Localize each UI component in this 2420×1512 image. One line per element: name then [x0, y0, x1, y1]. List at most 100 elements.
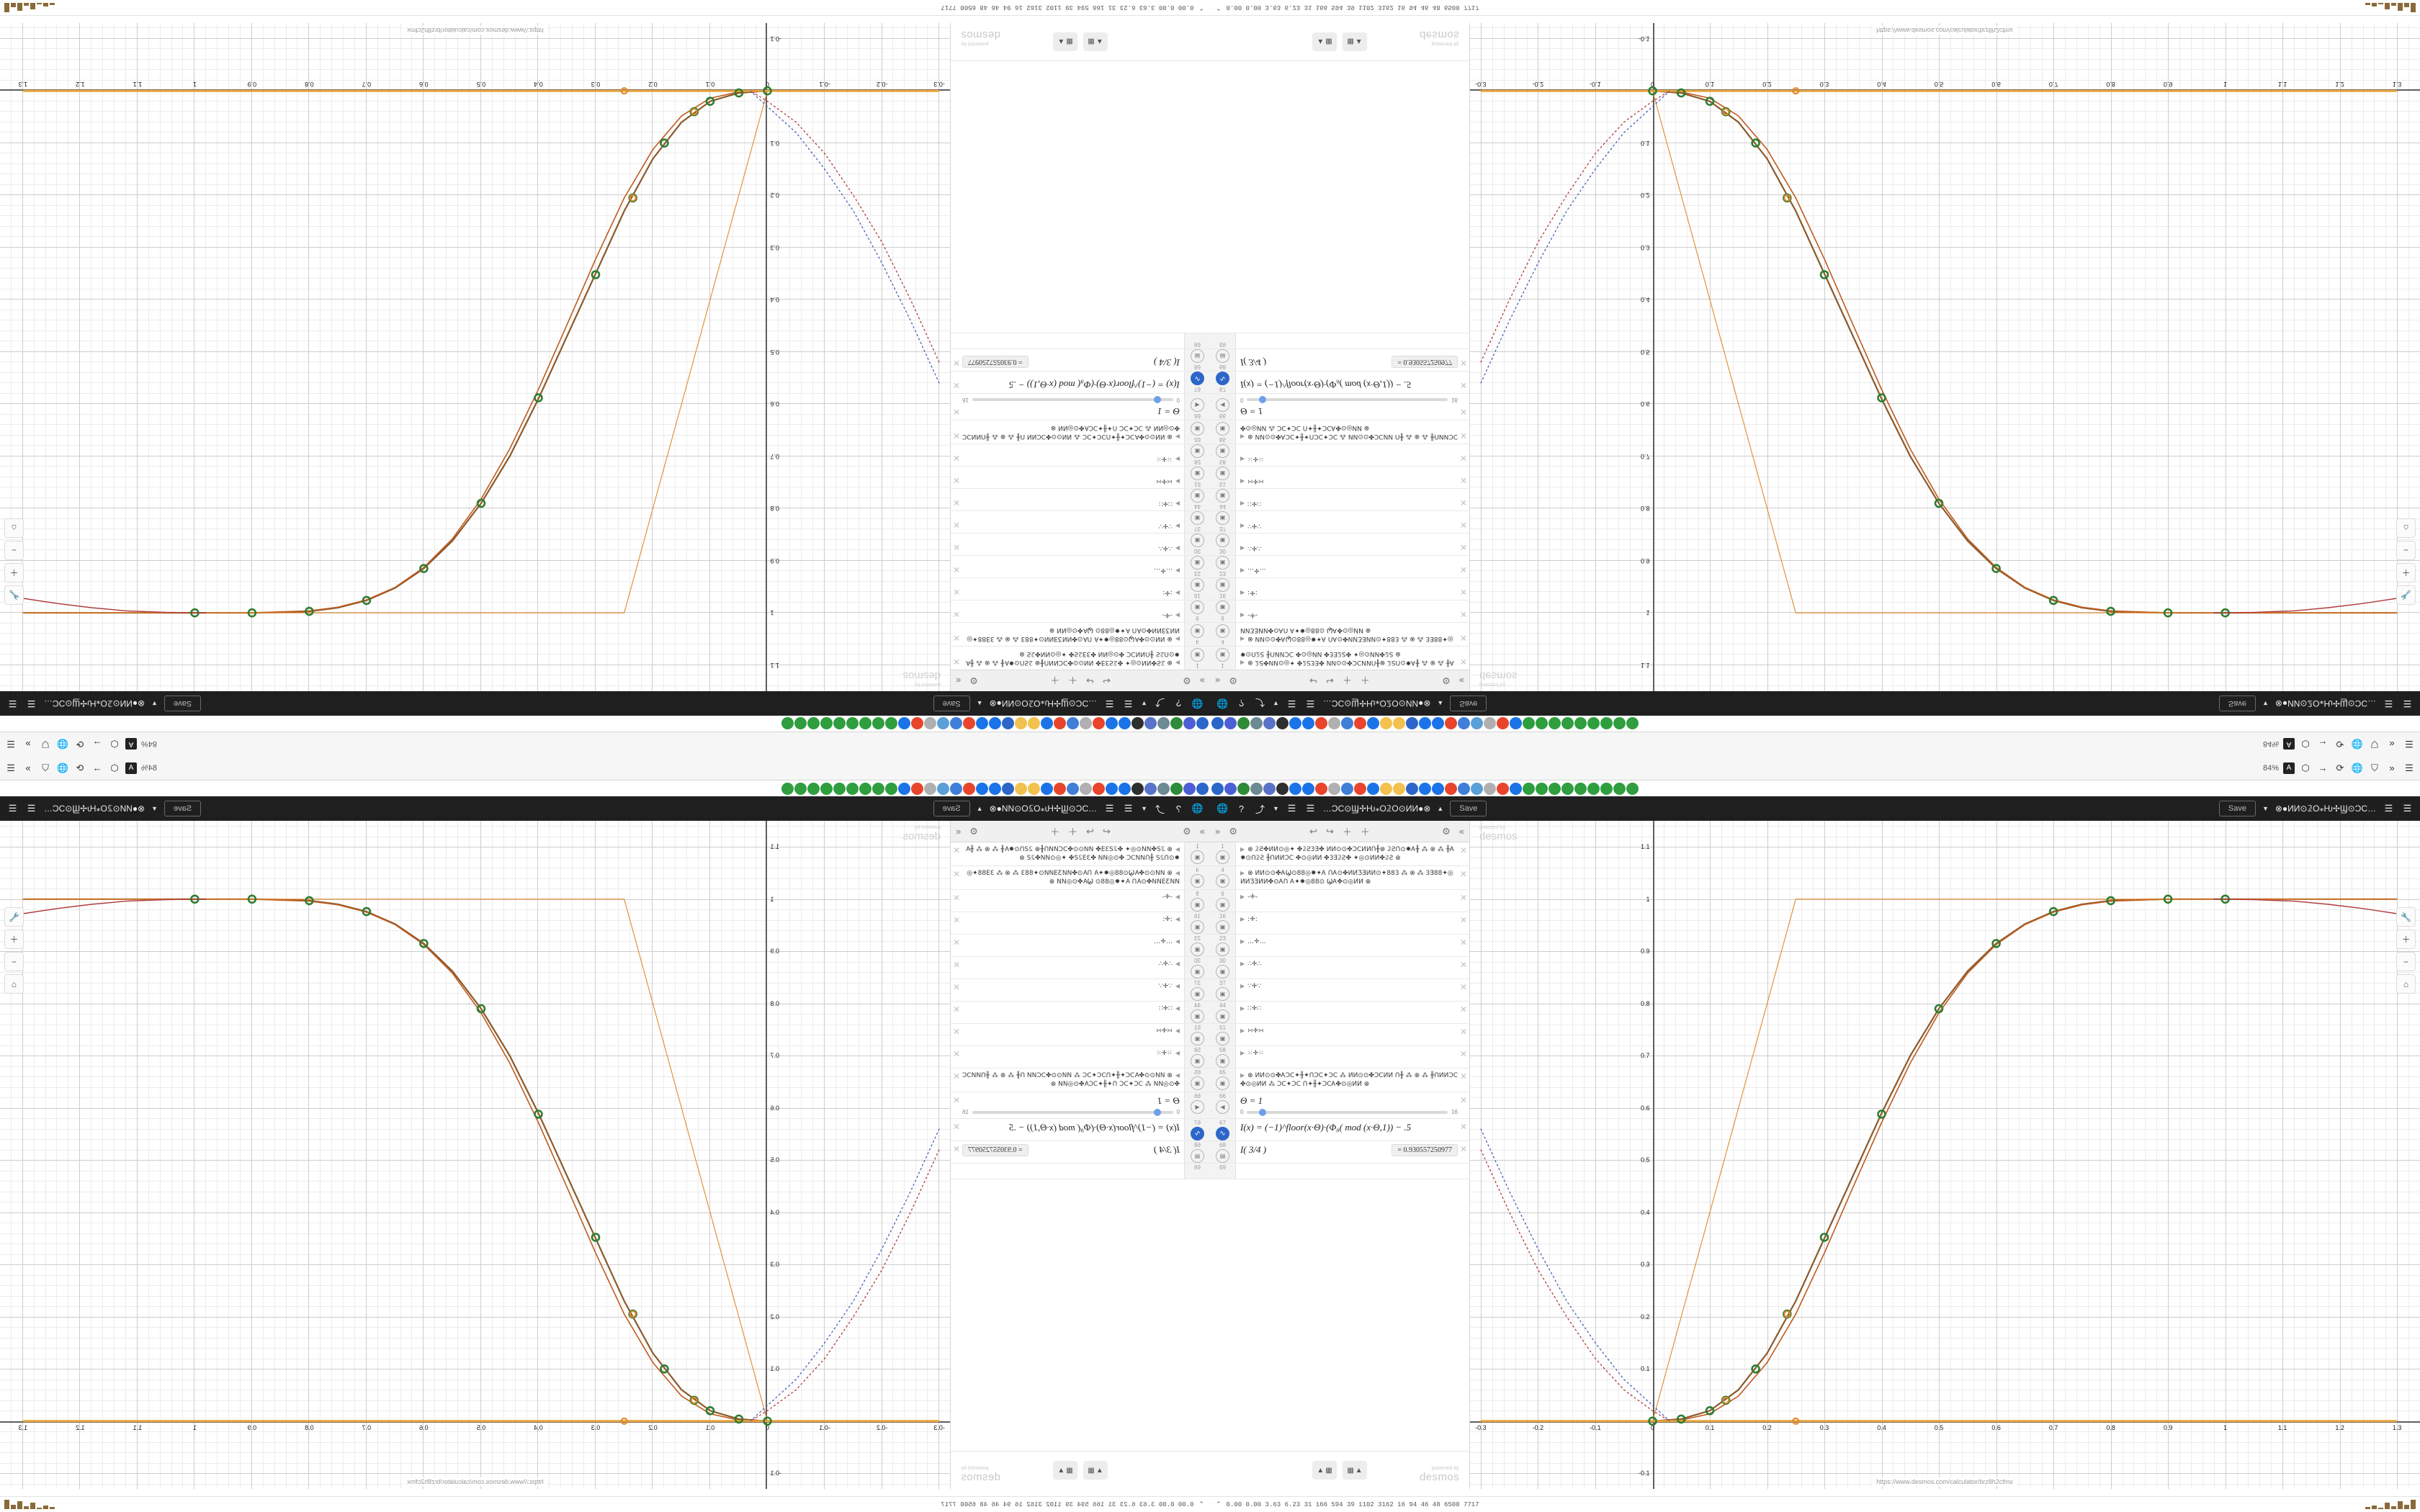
tab-favicon[interactable]	[885, 717, 897, 730]
expression-row[interactable]: 66 ◀ Θ = 1 0 16 ✕	[1210, 1092, 1469, 1119]
tab-favicon[interactable]	[781, 782, 794, 795]
folder-icon[interactable]: ▣	[1191, 987, 1204, 1001]
expression-body[interactable]	[1236, 333, 1469, 348]
chevron-right-icon[interactable]: ▶	[1175, 1027, 1180, 1034]
tab-favicon[interactable]	[1302, 782, 1314, 795]
graph-title-right[interactable]: ⊗●ИИ⊙𝟚Ο⁎Ƕ✢Ϣ⊙ϽϹ…	[2275, 698, 2376, 708]
chevron-right-icon[interactable]: ▶	[1175, 612, 1180, 618]
expression-body[interactable]: I(x) = (−1)^floor(x·Θ)·(Φ₈( mod (x·Θ,1))…	[1236, 372, 1469, 393]
expression-body[interactable]: ▶∺✛∺ ✕	[1236, 467, 1469, 488]
expression-row[interactable]: 44▣ ▶∷✛∷ ✕	[1210, 1002, 1469, 1024]
globe-icon[interactable]: 🌐	[1216, 803, 1229, 814]
close-icon[interactable]: ✕	[1459, 1049, 1467, 1059]
close-icon[interactable]: ✕	[1459, 937, 1467, 948]
reader-mode-icon[interactable]: A	[125, 762, 137, 774]
expression-row[interactable]: 66 ◀ Θ = 1 0 16 ✕	[1210, 393, 1469, 420]
chevron-right-icon[interactable]: ▶	[1240, 523, 1245, 529]
expression-body[interactable]: ▶∺✛∺ ✕	[951, 467, 1184, 488]
data-point[interactable]	[1676, 88, 1686, 98]
expression-row[interactable]: 69	[951, 333, 1210, 348]
expression-body[interactable]: ▶∺✛∺ ✕	[1236, 1024, 1469, 1045]
close-icon[interactable]: ✕	[953, 1144, 961, 1154]
graph-title-left[interactable]: …ϽϹ⊙Ϣ✢Ƕ⁎Ο𝟚Ο⊙ИИ●⊗	[989, 804, 1098, 814]
tab-favicon[interactable]	[1315, 717, 1327, 730]
help-icon[interactable]: ?	[1175, 803, 1182, 814]
tab-favicon[interactable]	[963, 782, 975, 795]
tab-favicon[interactable]	[1002, 782, 1014, 795]
close-icon[interactable]: ✕	[1459, 915, 1467, 925]
tab-favicon[interactable]	[1237, 782, 1250, 795]
tab-favicon[interactable]	[807, 782, 820, 795]
expression-row[interactable]: 4▣▶⊗ ИИ⊙⊙✤ᎪϢ⊙88◎✹✦Ꭺ ՈᎪ⊙✤ИИƷƎИИ⊙✦883 ⁂ ⊗ …	[1210, 622, 1469, 646]
folder-icon[interactable]: ▣	[1191, 600, 1204, 614]
close-icon[interactable]: ✕	[1459, 845, 1467, 855]
tab-favicon[interactable]	[1484, 782, 1496, 795]
tab-favicon[interactable]	[1458, 717, 1470, 730]
chevrons-right-icon[interactable]: »	[1215, 826, 1221, 837]
graph-title-right[interactable]: ⊗●ИИ⊙𝟚Ο⁎Ƕ✢Ϣ⊙ϽϹ…	[44, 698, 145, 708]
wrench-icon[interactable]: 🔧	[2396, 585, 2416, 605]
parameter-slider[interactable]: 0 16	[962, 1108, 1180, 1116]
hamburger-icon[interactable]: ☰	[1306, 698, 1315, 709]
chevron-right-icon[interactable]: ▶	[1240, 660, 1245, 666]
tab-favicon[interactable]	[1471, 782, 1483, 795]
close-icon[interactable]: ✕	[953, 407, 961, 417]
tab-favicon[interactable]	[1600, 782, 1613, 795]
expression-row[interactable]: 9▣ ▶-✛- ✕	[951, 600, 1210, 622]
data-point[interactable]	[247, 894, 257, 904]
caret-down-icon-2[interactable]: ▼	[2262, 700, 2269, 707]
expression-body[interactable]	[1236, 1164, 1469, 1179]
expression-row[interactable]: 30▣ ▶∴✛∴ ✕	[951, 957, 1210, 979]
gear-icon-2[interactable]: ⚙	[1442, 675, 1451, 687]
tab-favicon[interactable]	[1406, 782, 1418, 795]
tab-favicon[interactable]	[1497, 717, 1509, 730]
tab-favicon[interactable]	[1626, 717, 1639, 730]
expression-row[interactable]: 16▣ ▶:✛: ✕	[951, 912, 1210, 935]
add-expression-button[interactable]: ＋	[1342, 827, 1352, 837]
expression-row[interactable]: 67 ∿ I(x) = (−1)^floor(x·Θ)·(Φ₈( mod (x·Θ,…	[951, 1119, 1210, 1141]
expression-row[interactable]: 51▣ ▶∺✛∺ ✕	[951, 466, 1210, 488]
expression-row[interactable]: 67 ∿ I(x) = (−1)^floor(x·Θ)·(Φ₈( mod (x·Θ,…	[1210, 1119, 1469, 1141]
tab-favicon[interactable]	[859, 782, 871, 795]
data-point[interactable]	[1676, 1414, 1686, 1424]
data-point[interactable]	[305, 896, 314, 906]
close-icon[interactable]: ✕	[953, 982, 961, 992]
data-point[interactable]	[705, 1405, 715, 1416]
expression-row[interactable]: 16▣ ▶:✛: ✕	[1210, 577, 1469, 600]
tab-favicon[interactable]	[1367, 782, 1379, 795]
gear-icon[interactable]: ⚙	[1183, 675, 1191, 687]
folder-icon[interactable]: ▣	[1216, 898, 1229, 912]
chevron-right-icon[interactable]: ▶	[1240, 567, 1245, 574]
tab-favicon[interactable]	[1561, 782, 1574, 795]
folder-icon[interactable]: ▣	[1216, 556, 1229, 570]
folder-icon[interactable]: ▣	[1191, 965, 1204, 978]
expression-row[interactable]: 30▣ ▶∴✛∴ ✕	[1210, 533, 1469, 555]
expression-panel[interactable]: » ⚙ ↩ ↪ ＋ ＋ ⚙ « 1▣▶⊗ 𝟚Ƨ✤ИИ⊙◎✦ ✤𝟚Ƨ3Ǝ✤ ИИ⊙…	[950, 821, 1210, 1489]
tab-favicon[interactable]	[794, 782, 807, 795]
tab-favicon[interactable]	[1549, 782, 1561, 795]
chevron-right-icon[interactable]: ▶	[1240, 1050, 1245, 1056]
folder-icon[interactable]: ▣	[1216, 648, 1229, 662]
browser-toolbar[interactable]: 84% A ⬡ → ⟳ 🌐 ⛉ » ☰	[1210, 756, 2420, 780]
tab-favicon[interactable]	[820, 717, 833, 730]
menu-icon[interactable]: ☰	[2405, 739, 2414, 750]
close-icon[interactable]: ✕	[1459, 431, 1467, 441]
wrench-icon[interactable]: 🔧	[2396, 907, 2416, 927]
wrench-icon[interactable]: 🔧	[4, 907, 24, 927]
expression-row[interactable]: 44▣ ▶∷✛∷ ✕	[951, 1002, 1210, 1024]
close-icon[interactable]: ✕	[953, 960, 961, 970]
expression-row[interactable]: 9▣ ▶-✛- ✕	[1210, 600, 1469, 622]
slider-knob[interactable]	[1259, 1108, 1267, 1116]
tab-favicon[interactable]	[1484, 717, 1496, 730]
tab-favicon[interactable]	[1067, 717, 1079, 730]
tab-favicon[interactable]	[937, 717, 949, 730]
chevrons-right-icon[interactable]: »	[1215, 675, 1221, 686]
data-point[interactable]	[419, 564, 429, 573]
expression-body[interactable]: ▶…✛… ✕	[951, 556, 1184, 577]
folder-icon[interactable]: ▣	[1216, 987, 1229, 1001]
stepper-icon[interactable]: ◀	[1191, 398, 1204, 412]
data-point[interactable]	[1648, 1416, 1657, 1426]
data-point[interactable]	[591, 1233, 601, 1242]
data-point-orange[interactable]	[690, 108, 698, 116]
reader-mode-icon[interactable]: A	[2283, 762, 2295, 774]
